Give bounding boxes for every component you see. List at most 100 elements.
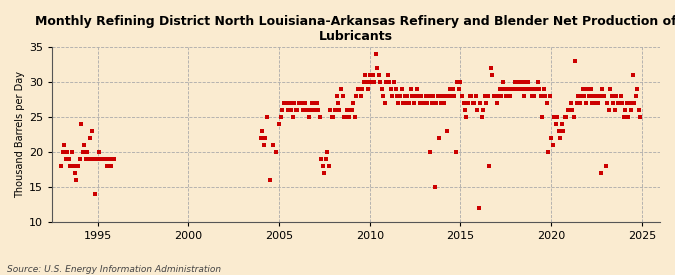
Point xyxy=(499,87,510,91)
Point xyxy=(516,80,526,84)
Point xyxy=(551,115,562,119)
Point xyxy=(468,101,479,105)
Point xyxy=(288,115,298,119)
Point xyxy=(77,150,88,154)
Point xyxy=(633,108,644,112)
Point xyxy=(392,94,402,98)
Point xyxy=(549,115,560,119)
Point xyxy=(404,101,414,105)
Point xyxy=(281,101,292,105)
Point xyxy=(578,87,589,91)
Point xyxy=(348,101,358,105)
Point xyxy=(423,94,434,98)
Point xyxy=(346,108,357,112)
Point xyxy=(610,108,620,112)
Point xyxy=(622,101,632,105)
Point xyxy=(488,94,499,98)
Point xyxy=(390,87,401,91)
Point xyxy=(454,87,464,91)
Point xyxy=(556,122,567,126)
Point xyxy=(257,129,268,133)
Point xyxy=(342,108,352,112)
Point xyxy=(435,101,446,105)
Point xyxy=(302,108,313,112)
Point xyxy=(364,73,375,77)
Point xyxy=(546,136,557,140)
Point xyxy=(481,101,491,105)
Point xyxy=(322,150,333,154)
Point xyxy=(328,115,339,119)
Point xyxy=(68,164,79,168)
Point xyxy=(316,156,327,161)
Point xyxy=(396,87,407,91)
Point xyxy=(375,80,385,84)
Point xyxy=(494,87,505,91)
Point xyxy=(100,156,111,161)
Point xyxy=(381,80,392,84)
Point xyxy=(308,101,319,105)
Point xyxy=(422,101,433,105)
Point xyxy=(278,101,289,105)
Point xyxy=(587,101,597,105)
Point xyxy=(321,156,331,161)
Point xyxy=(555,136,566,140)
Point xyxy=(373,73,384,77)
Point xyxy=(491,101,502,105)
Point xyxy=(562,108,573,112)
Point xyxy=(283,108,294,112)
Point xyxy=(497,80,508,84)
Point xyxy=(279,101,290,105)
Point xyxy=(378,94,389,98)
Point xyxy=(608,101,618,105)
Point xyxy=(632,87,643,91)
Point xyxy=(421,94,431,98)
Point xyxy=(554,129,564,133)
Point xyxy=(567,108,578,112)
Point xyxy=(411,87,422,91)
Point xyxy=(537,115,547,119)
Point xyxy=(508,87,519,91)
Point xyxy=(363,87,374,91)
Point xyxy=(323,164,334,168)
Point xyxy=(387,94,398,98)
Point xyxy=(366,80,377,84)
Point xyxy=(406,94,417,98)
Point xyxy=(325,108,335,112)
Point xyxy=(588,94,599,98)
Point xyxy=(293,101,304,105)
Point xyxy=(611,94,622,98)
Point xyxy=(490,94,501,98)
Point xyxy=(76,122,86,126)
Point xyxy=(389,80,400,84)
Point xyxy=(351,94,362,98)
Point xyxy=(529,94,540,98)
Point xyxy=(462,101,473,105)
Point xyxy=(65,164,76,168)
Point xyxy=(73,164,84,168)
Point xyxy=(398,101,408,105)
Point xyxy=(343,115,354,119)
Point xyxy=(101,164,112,168)
Point xyxy=(417,101,428,105)
Point xyxy=(541,101,552,105)
Point xyxy=(97,156,107,161)
Point xyxy=(59,143,70,147)
Point xyxy=(493,94,504,98)
Point xyxy=(418,101,429,105)
Point xyxy=(92,156,103,161)
Point xyxy=(339,115,350,119)
Point xyxy=(327,115,338,119)
Point xyxy=(259,143,269,147)
Point xyxy=(67,150,78,154)
Point xyxy=(301,108,312,112)
Point xyxy=(367,73,378,77)
Point xyxy=(304,115,315,119)
Point xyxy=(455,80,466,84)
Point xyxy=(405,87,416,91)
Point xyxy=(484,164,495,168)
Point xyxy=(268,143,279,147)
Point xyxy=(582,87,593,91)
Point xyxy=(331,94,342,98)
Point xyxy=(310,108,321,112)
Point xyxy=(599,94,610,98)
